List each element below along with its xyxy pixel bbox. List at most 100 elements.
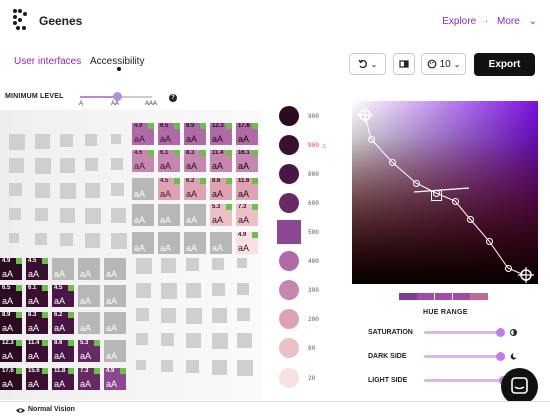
contrast-cell[interactable]: 12.3 aA — [210, 123, 232, 145]
swatch[interactable] — [279, 106, 299, 126]
color-picker-area[interactable] — [352, 101, 538, 284]
level-option-a[interactable]: A — [79, 101, 84, 107]
contrast-cell[interactable]: 4.5 aA — [26, 258, 48, 280]
swatch-selected[interactable] — [277, 220, 301, 244]
contrast-cell[interactable]: aA — [104, 312, 126, 334]
level-slider-handle[interactable] — [113, 92, 122, 101]
explore-link[interactable]: Explore — [442, 16, 477, 27]
steps-select[interactable]: 10 ⌄ — [421, 53, 466, 75]
picker-point[interactable] — [433, 190, 440, 197]
contrast-cell[interactable]: 5.3 aA — [210, 204, 232, 226]
contrast-cell[interactable]: aA — [184, 232, 206, 254]
geenes-logo-icon[interactable] — [13, 9, 29, 31]
contrast-cell[interactable]: 8.6 aA — [210, 178, 232, 200]
more-link[interactable]: More — [497, 16, 520, 27]
contrast-cell[interactable]: 6.1 aA — [26, 285, 48, 307]
swatch[interactable] — [279, 135, 299, 155]
contrast-cell[interactable]: aA — [184, 204, 206, 226]
contrast-cell[interactable]: 16.1 aA — [236, 150, 258, 172]
chevron-down-icon[interactable]: ⌄ — [528, 16, 537, 27]
picker-point[interactable] — [368, 136, 375, 143]
contrast-cell[interactable]: 11.6 aA — [236, 178, 258, 200]
picker-handle-start[interactable] — [357, 107, 373, 123]
contrast-cell[interactable]: 11.4 aA — [210, 150, 232, 172]
swatch[interactable] — [279, 164, 299, 184]
contrast-cell[interactable]: 4.5 aA — [52, 285, 74, 307]
contrast-cell[interactable]: aA — [210, 232, 232, 254]
sample-text: aA — [80, 269, 92, 279]
contrast-cell[interactable]: 7.3 aA — [236, 204, 258, 226]
contrast-cell[interactable]: 6.2 aA — [52, 312, 74, 334]
picker-point[interactable] — [505, 265, 512, 272]
contrast-cell[interactable]: 4.9 aA — [104, 368, 126, 390]
contrast-cell[interactable]: 11.4 aA — [26, 340, 48, 362]
contrast-cell[interactable]: aA — [158, 232, 180, 254]
contrast-cell[interactable]: 17.6 aA — [236, 123, 258, 145]
contrast-cell[interactable]: 4.9 aA — [0, 258, 22, 280]
swatch[interactable] — [279, 251, 299, 271]
tab-accessibility[interactable]: Accessibility — [90, 56, 145, 67]
contrast-cell[interactable]: 5.3 aA — [78, 340, 100, 362]
chat-button[interactable] — [501, 368, 538, 405]
tab-user-interfaces[interactable]: User interfaces — [14, 56, 82, 67]
hue-range-selection[interactable] — [417, 293, 470, 300]
contrast-cell[interactable]: aA — [52, 258, 74, 280]
saturation-slider[interactable] — [424, 331, 501, 334]
contrast-cell[interactable]: 6.1 aA — [158, 150, 180, 172]
contrast-cell[interactable]: 8.3 aA — [26, 312, 48, 334]
picker-point[interactable] — [452, 198, 459, 205]
contrast-cell[interactable]: 6.5 aA — [158, 123, 180, 145]
contrast-cell[interactable]: aA — [78, 312, 100, 334]
picker-point[interactable] — [486, 238, 493, 245]
sample-text: aA — [186, 161, 198, 171]
contrast-cell[interactable]: aA — [132, 178, 154, 200]
undo-button[interactable]: ⌄ — [349, 53, 386, 75]
hue-range-right[interactable] — [470, 293, 488, 300]
panel-toggle-button[interactable] — [393, 53, 415, 75]
hue-range-left[interactable] — [399, 293, 417, 300]
export-button[interactable]: Export — [474, 53, 535, 76]
contrast-cell[interactable]: 12.3 aA — [0, 340, 22, 362]
contrast-cell[interactable]: 4.9 aA — [132, 123, 154, 145]
picker-handle-end[interactable] — [518, 267, 534, 283]
contrast-cell[interactable]: aA — [158, 204, 180, 226]
eye-icon[interactable] — [16, 407, 25, 414]
swatch[interactable] — [279, 338, 299, 358]
level-option-aa[interactable]: AA — [111, 101, 120, 107]
help-icon[interactable]: ? — [169, 94, 177, 102]
contrast-cell[interactable]: aA — [132, 204, 154, 226]
contrast-cell[interactable]: aA — [104, 258, 126, 280]
contrast-cell[interactable]: 15.6 aA — [26, 368, 48, 390]
contrast-cell[interactable]: 4.5 aA — [132, 150, 154, 172]
contrast-cell[interactable]: 8.3 aA — [184, 150, 206, 172]
contrast-cell[interactable]: 6.5 aA — [0, 285, 22, 307]
swatch[interactable] — [279, 193, 299, 213]
swatch[interactable] — [279, 280, 299, 300]
dark-side-slider-handle[interactable] — [496, 352, 505, 361]
picker-point[interactable] — [389, 159, 396, 166]
picker-point[interactable] — [413, 180, 420, 187]
contrast-cell[interactable]: 4.5 aA — [158, 178, 180, 200]
contrast-cell[interactable]: aA — [104, 340, 126, 362]
level-option-aaa[interactable]: AAA — [145, 101, 158, 107]
swatch[interactable] — [279, 368, 299, 388]
contrast-cell[interactable]: 8.9 aA — [184, 123, 206, 145]
contrast-cell[interactable]: 8.6 aA — [52, 340, 74, 362]
contrast-cell[interactable]: aA — [78, 258, 100, 280]
light-side-slider[interactable] — [424, 379, 504, 382]
contrast-cell[interactable]: 8.9 aA — [0, 312, 22, 334]
contrast-cell[interactable]: aA — [132, 232, 154, 254]
contrast-cell[interactable]: 4.9 aA — [236, 232, 258, 254]
saturation-slider-handle[interactable] — [496, 328, 505, 337]
vision-mode-label[interactable]: Normal Vision — [28, 406, 75, 413]
contrast-cell[interactable]: 7.3 aA — [78, 368, 100, 390]
contrast-cell[interactable]: aA — [104, 285, 126, 307]
contrast-cell[interactable]: 17.6 aA — [0, 368, 22, 390]
contrast-cell[interactable]: 6.2 aA — [184, 178, 206, 200]
swatch[interactable] — [279, 309, 299, 329]
picker-point[interactable] — [467, 216, 474, 223]
contrast-ratio: 8.6 — [212, 178, 221, 184]
contrast-cell[interactable]: aA — [78, 285, 100, 307]
contrast-cell[interactable]: 11.8 aA — [52, 368, 74, 390]
dark-side-slider[interactable] — [424, 355, 501, 358]
